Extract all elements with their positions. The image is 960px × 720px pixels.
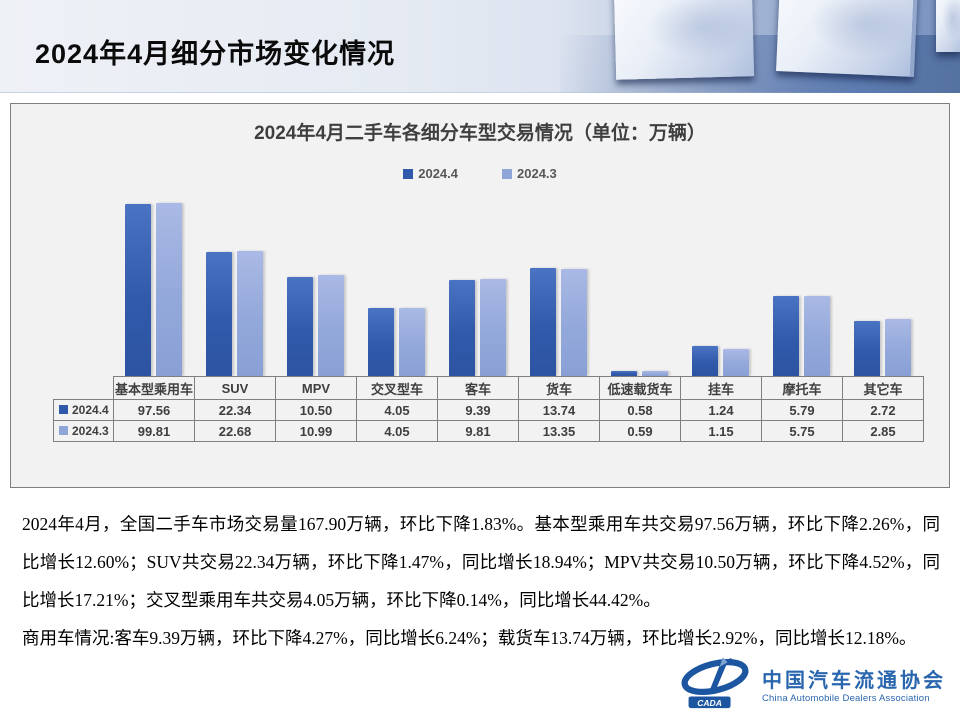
chart-title: 2024年4月二手车各细分车型交易情况（单位：万辆） — [254, 123, 706, 144]
chart-panel: 2024年4月二手车各细分车型交易情况（单位：万辆） 2024.4 2024.3 … — [10, 103, 950, 488]
table-header-cell: SUV — [194, 376, 276, 400]
series-name: 2024.4 — [72, 403, 109, 417]
table-corner-cell — [54, 377, 114, 400]
bar — [287, 277, 313, 376]
table-value-cell: 5.79 — [761, 399, 843, 421]
summary-paragraph: 商用车情况:客车9.39万辆，环比下降4.27%，同比增长6.24%；载货车13… — [22, 628, 917, 648]
bar — [854, 321, 880, 376]
bar — [723, 349, 749, 376]
table-header-cell: 挂车 — [680, 376, 762, 400]
table-value-cell: 13.74 — [518, 399, 600, 421]
chart-data-table: 基本型乘用车 SUV MPV 交叉型车 客车 货车 低速载货车 挂车 摩托车 其它车 2024.4 9… — [53, 376, 924, 442]
svg-text:CADA: CADA — [697, 698, 722, 708]
logo-name-cn: 中国汽车流通协会 — [762, 670, 946, 692]
legend-swatch-icon — [403, 168, 414, 179]
header-banner: 2024年4月细分市场变化情况 — [0, 0, 960, 93]
chart-legend: 2024.4 2024.3 — [11, 166, 949, 181]
bar-group-3 — [356, 200, 437, 376]
bar-group-2 — [275, 200, 356, 376]
table-value-cell: 9.81 — [437, 420, 519, 442]
table-header-cell: 低速载货车 — [599, 376, 681, 400]
table-row: 2024.4 97.56 22.34 10.50 4.05 9.39 13.74 0.58 1.… — [53, 399, 924, 421]
table-value-cell: 10.50 — [275, 399, 357, 421]
bar — [237, 251, 263, 376]
bar — [156, 203, 182, 376]
bar — [561, 269, 587, 376]
table-header-cell: 摩托车 — [761, 376, 843, 400]
table-value-cell: 5.75 — [761, 420, 843, 442]
table-header-cell: 基本型乘用车 — [113, 376, 195, 400]
bar — [206, 252, 232, 376]
bar-group-5 — [518, 200, 599, 376]
bar-group-9 — [842, 200, 923, 376]
table-header-cell: 交叉型车 — [356, 376, 438, 400]
table-row: 2024.3 99.81 22.68 10.99 4.05 9.81 13.35 0.59 1.… — [53, 420, 924, 442]
table-value-cell: 10.99 — [275, 420, 357, 442]
table-row-label: 2024.3 — [53, 420, 114, 442]
legend-item: 2024.3 — [502, 166, 557, 181]
bar — [368, 308, 394, 376]
bar — [399, 308, 425, 376]
logo-name-en: China Automobile Dealers Association — [762, 693, 930, 704]
table-row-label: 2024.4 — [53, 399, 114, 421]
table-header-cell: 其它车 — [842, 376, 924, 400]
bar — [449, 280, 475, 376]
globe-cube-decor — [936, 0, 960, 52]
bar-group-1 — [194, 200, 275, 376]
table-value-cell: 13.35 — [518, 420, 600, 442]
cada-logo: CADA 中国汽车流通协会 China Automobile Dealers A… — [676, 656, 946, 712]
table-header-cell: 客车 — [437, 376, 519, 400]
table-value-cell: 4.05 — [356, 420, 438, 442]
table-value-cell: 1.15 — [680, 420, 762, 442]
table-header-cell: 货车 — [518, 376, 600, 400]
bar — [773, 296, 799, 376]
bar — [692, 346, 718, 376]
table-value-cell: 2.72 — [842, 399, 924, 421]
table-value-cell: 9.39 — [437, 399, 519, 421]
bar — [885, 319, 911, 376]
bar — [480, 279, 506, 376]
table-value-cell: 97.56 — [113, 399, 195, 421]
bar — [125, 204, 151, 376]
table-value-cell: 0.59 — [599, 420, 681, 442]
series-swatch-icon — [59, 405, 68, 414]
globe-cube-decor — [776, 0, 918, 77]
bar-plot — [113, 200, 923, 376]
table-value-cell: 0.58 — [599, 399, 681, 421]
bar — [642, 371, 668, 376]
table-value-cell: 99.81 — [113, 420, 195, 442]
globe-cube-decor — [613, 0, 755, 80]
legend-swatch-icon — [502, 168, 512, 179]
page-title: 2024年4月细分市场变化情况 — [35, 39, 396, 69]
table-value-cell: 22.68 — [194, 420, 276, 442]
legend-item: 2024.4 — [403, 166, 458, 181]
legend-label: 2024.3 — [517, 166, 557, 181]
summary-text: 2024年4月，全国二手车市场交易量167.90万辆，环比下降1.83%。基本型… — [22, 505, 940, 657]
bar-group-7 — [680, 200, 761, 376]
table-value-cell: 2.85 — [842, 420, 924, 442]
table-header-cell: MPV — [275, 376, 357, 400]
bar — [530, 268, 556, 376]
bar-group-8 — [761, 200, 842, 376]
summary-paragraph: 2024年4月，全国二手车市场交易量167.90万辆，环比下降1.83%。基本型… — [22, 514, 940, 610]
bar-group-4 — [437, 200, 518, 376]
bar — [611, 371, 637, 376]
series-swatch-icon — [59, 426, 68, 435]
bar-group-0 — [113, 200, 194, 376]
bar-group-6 — [599, 200, 680, 376]
table-value-cell: 1.24 — [680, 399, 762, 421]
cada-emblem-icon: CADA — [681, 657, 749, 709]
table-value-cell: 4.05 — [356, 399, 438, 421]
series-name: 2024.3 — [72, 424, 109, 438]
bar — [804, 296, 830, 376]
legend-label: 2024.4 — [418, 166, 458, 181]
table-value-cell: 22.34 — [194, 399, 276, 421]
bar — [318, 275, 344, 376]
